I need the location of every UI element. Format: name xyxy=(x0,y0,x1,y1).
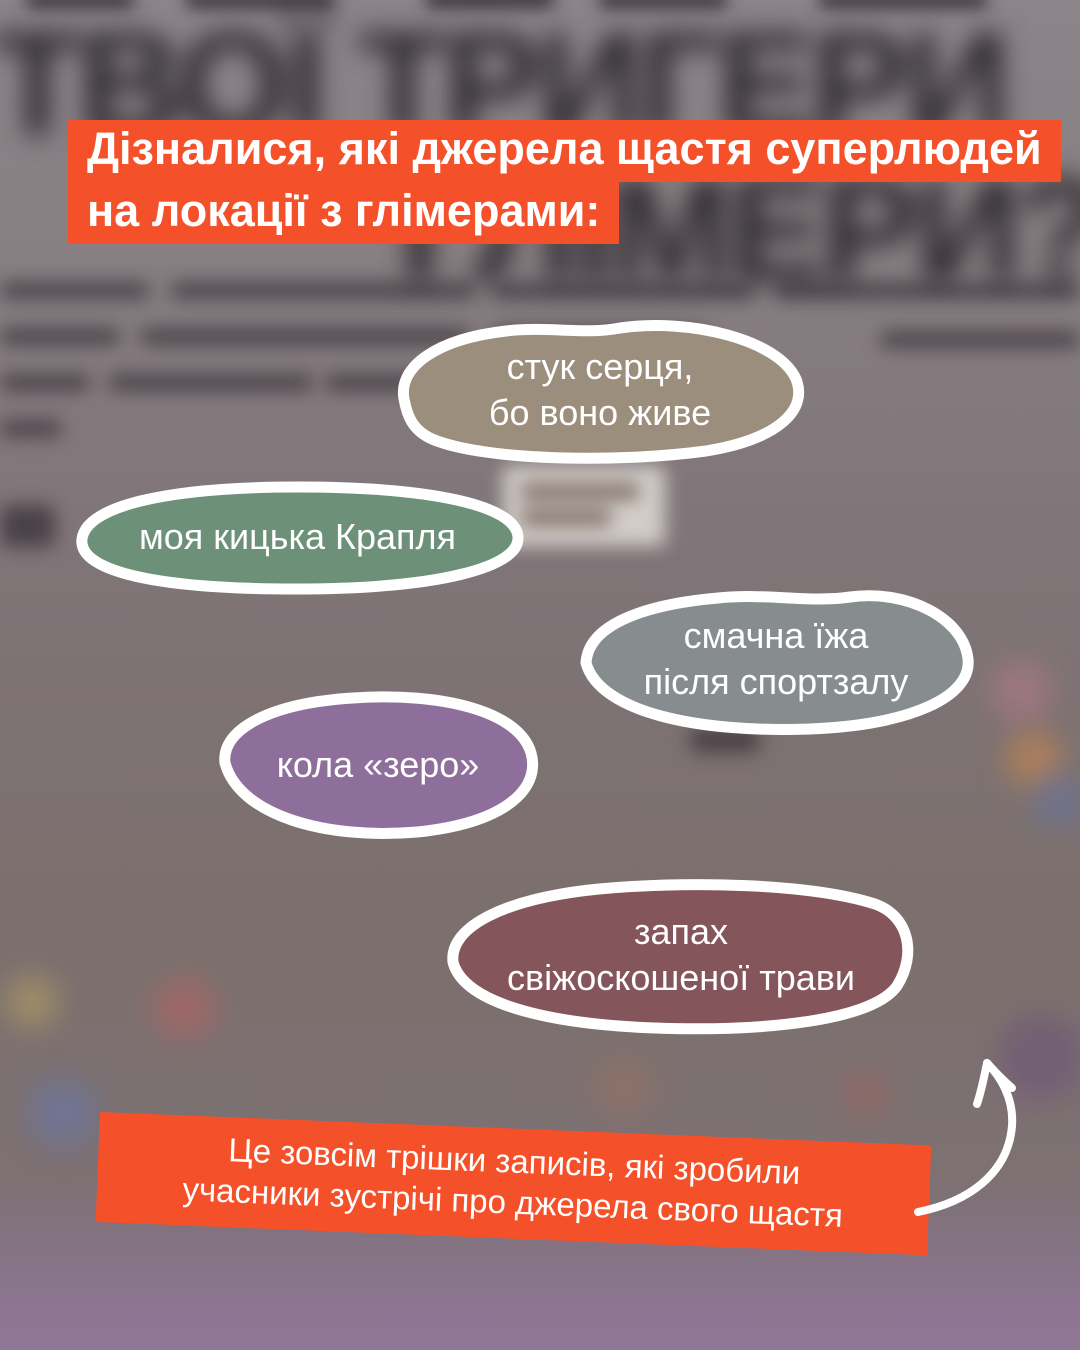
bubble-text-line: кола «зеро» xyxy=(276,744,480,786)
blurred-card-line xyxy=(521,484,639,499)
blurred-dot xyxy=(592,1055,656,1119)
blurred-dot xyxy=(990,660,1052,722)
blurred-dot xyxy=(152,976,216,1040)
bubble-text-line: бо воно живе xyxy=(488,392,712,433)
bubble-shape xyxy=(219,691,538,839)
blurred-dot xyxy=(1032,772,1080,826)
blurred-dot xyxy=(28,1078,98,1148)
blurred-dot xyxy=(1005,730,1063,788)
blurred-text-line xyxy=(0,374,90,391)
blurred-card-line xyxy=(521,510,611,525)
arrow-up-icon xyxy=(914,1059,1017,1216)
blurred-dot xyxy=(6,976,58,1028)
bubble-text-line: моя кицька Крапля xyxy=(138,516,457,558)
blurred-text-line xyxy=(0,328,120,345)
blurred-text-line xyxy=(108,374,313,391)
bubble-shape xyxy=(397,320,805,464)
blurred-text-line xyxy=(880,331,1080,348)
bubble-text-line: свіжоскошеної трави xyxy=(507,957,855,998)
blurred-text-line xyxy=(0,282,150,299)
bubble-text: смачна їжа після спортзалу xyxy=(572,583,980,735)
blurred-text-line xyxy=(775,282,1080,299)
bubble-text-line: після спортзалу xyxy=(643,661,909,702)
bubble-tasty-food: смачна їжа після спортзалу xyxy=(572,583,980,735)
bubble-text: кола «зеро» xyxy=(213,687,543,843)
headline: Дізналися, які джерела щастя суперлюдей … xyxy=(68,120,1061,244)
headline-line-1: Дізналися, які джерела щастя суперлюдей xyxy=(68,120,1061,182)
blurred-text-line xyxy=(492,282,754,299)
bubble-shape xyxy=(76,481,524,595)
bubble-text: стук серця, бо воно живе xyxy=(388,315,812,465)
blurred-text-fragment xyxy=(598,0,728,8)
blurred-note-card xyxy=(503,466,665,546)
blurred-text-fragment xyxy=(818,0,988,8)
bubble-shape xyxy=(580,590,974,735)
blurred-text-fragment xyxy=(25,0,135,8)
blurred-text-fragment xyxy=(185,0,335,8)
bubble-text: запах свіжоскошеної трави xyxy=(437,874,925,1036)
blurred-text-line xyxy=(140,328,470,345)
bubble-text-line: запах xyxy=(633,911,729,953)
blurred-text-line xyxy=(0,420,62,437)
bubble-cat-kraplia: моя кицька Крапля xyxy=(70,479,525,595)
bubble-text: моя кицька Крапля xyxy=(70,479,525,595)
blurred-text-fragment xyxy=(425,0,555,8)
bubble-text-line: стук серця, xyxy=(506,346,694,388)
bubble-shape xyxy=(447,879,914,1035)
bubble-cola-zero: кола «зеро» xyxy=(213,687,543,843)
blurred-dot xyxy=(838,1068,890,1120)
headline-line-2: на локації з глімерами: xyxy=(68,181,620,244)
bubble-heartbeat: стук серця, бо воно живе xyxy=(388,315,812,465)
bubble-text-line: смачна їжа xyxy=(683,615,869,657)
blurred-text-fragment xyxy=(0,505,55,547)
bubble-fresh-grass: запах свіжоскошеної трави xyxy=(437,874,925,1036)
blurred-text-line xyxy=(170,282,475,299)
